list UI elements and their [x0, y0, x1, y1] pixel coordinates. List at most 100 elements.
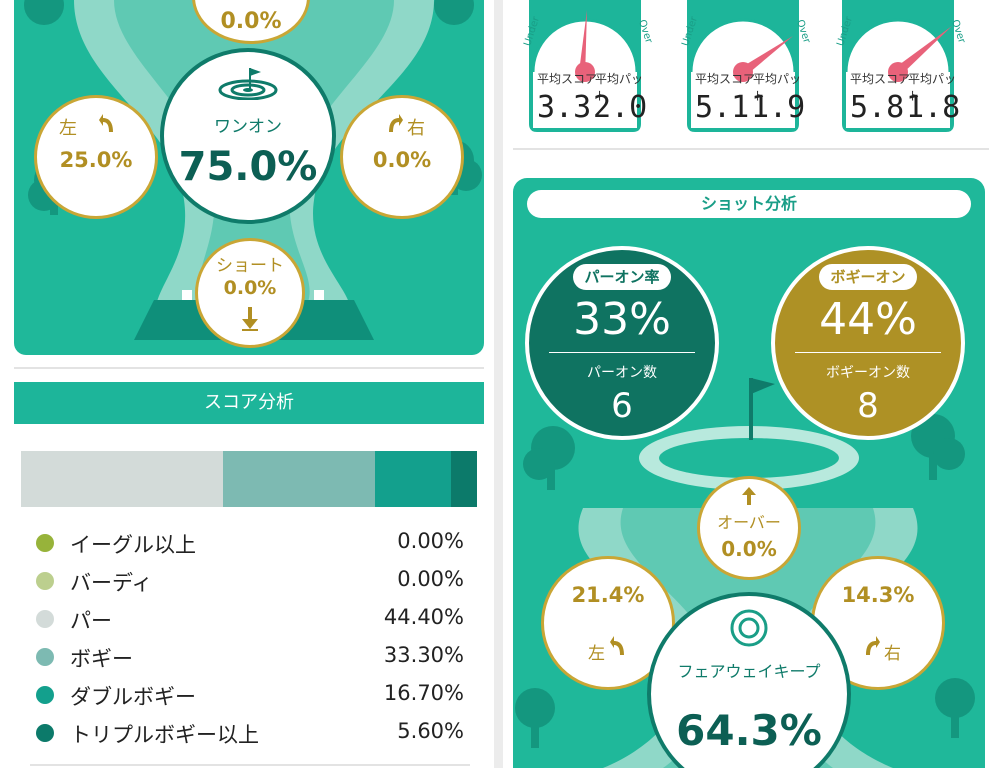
avg-putt-label: 平均パット: [595, 72, 644, 103]
legend-label: ダブルボギー: [70, 685, 196, 709]
avg-putt-value: 1.9: [751, 90, 806, 125]
left-arrow-icon: [99, 114, 113, 132]
par-on-circle: パーオン率 33% パーオン数 6: [525, 246, 719, 440]
one-on-label: ワンオン: [214, 117, 282, 137]
legend-dot: [36, 572, 54, 590]
legend-dot: [36, 648, 54, 666]
legend-value: 16.70%: [383, 681, 464, 705]
shot-left-arrow-icon: [610, 636, 624, 655]
shot-analysis-title: ショット分析: [700, 194, 797, 213]
bogey-on-rate: 44%: [819, 294, 917, 345]
score-gauge: Under Over 平均スコア 平均パット 3.3 2.0: [522, 0, 654, 134]
shot-right-label: 右: [884, 644, 901, 664]
bogey-on-label-pill: ボギーオン: [819, 264, 917, 290]
score-gauge: Under Over 平均スコア 平均パット 5.8 1.8: [835, 0, 967, 134]
over-circle: オーバー 0.0%: [697, 476, 801, 580]
avg-putt-value: 1.8: [906, 90, 961, 125]
avg-score-label: 平均スコア: [850, 72, 911, 86]
score-gauge: Under Over 平均スコア 平均パット 5.1 1.9: [680, 0, 812, 134]
one-on-card: 0.0% 左 25.0% 右 0.0% ワンオン 7: [14, 0, 484, 355]
short-label: ショート: [216, 256, 284, 276]
par-on-rule: [549, 352, 695, 353]
bogey-on-rule: [795, 352, 941, 353]
fairway-target-icon: [730, 609, 768, 647]
one-on-value: 75.0%: [178, 144, 318, 190]
legend-label: イーグル以上: [70, 533, 196, 557]
score-distribution-bar: [21, 451, 477, 507]
right-arrow-icon: [389, 114, 403, 132]
bogey-on-label: ボギーオン: [830, 268, 906, 286]
score-bar-segment: [223, 451, 376, 507]
legend-value: 44.40%: [383, 605, 464, 629]
score-bar-segment: [375, 451, 452, 507]
legend-row: ボギー 33.30%: [36, 641, 464, 671]
legend-value: 33.30%: [383, 643, 464, 667]
legend-value: 5.60%: [397, 719, 464, 743]
gauge-needle: [579, 10, 587, 78]
legend-value: 0.00%: [397, 529, 464, 553]
left-direction-circle: 左 25.0%: [34, 95, 158, 219]
par-on-rate: 33%: [573, 294, 671, 345]
legend-label: バーディ: [70, 571, 153, 595]
avg-score-label: 平均スコア: [537, 72, 598, 86]
avg-putt-value: 2.0: [593, 90, 648, 125]
par-on-count: 6: [611, 386, 633, 426]
shot-left-label: 左: [588, 644, 605, 664]
score-analysis-header: スコア分析: [14, 382, 484, 424]
score-bar-segment: [21, 451, 224, 507]
bogey-on-circle: ボギーオン 44% ボギーオン数 8: [771, 246, 965, 440]
legend-row: バーディ 0.00%: [36, 565, 464, 595]
avg-putt-label: 平均パット: [908, 72, 957, 103]
bottom-divider: [30, 764, 470, 766]
legend-value: 0.00%: [397, 567, 464, 591]
fairway-keep-value: 64.3%: [676, 706, 822, 755]
right-panel: Under Over 平均スコア 平均パット 3.3 2.0 Under Over 平均スコア平…: [503, 0, 997, 768]
down-arrow-icon: [242, 307, 258, 331]
up-arrow-icon: [742, 487, 756, 505]
shot-right-value: 14.3%: [841, 583, 915, 607]
legend-dot: [36, 686, 54, 704]
left-panel: 0.0% 左 25.0% 右 0.0% ワンオン 7: [0, 0, 494, 768]
par-on-label: パーオン率: [584, 268, 660, 286]
top-stat-value: 0.0%: [220, 9, 282, 34]
avg-score-value: 3.3: [537, 90, 592, 125]
shot-right-arrow-icon: [866, 636, 880, 655]
shot-analysis-title-pill: ショット分析: [527, 190, 971, 218]
shot-left-value: 21.4%: [571, 583, 645, 607]
short-value: 0.0%: [223, 277, 277, 299]
legend-dot: [36, 724, 54, 742]
shot-analysis-card: ショット分析 パーオン率 33% パーオン数 6 ボギーオン 44% ボギーオン…: [513, 178, 985, 768]
gauge-divider: [513, 148, 989, 150]
avg-putt-label: 平均パット: [753, 72, 802, 103]
legend-dot: [36, 610, 54, 628]
avg-score-value: 5.1: [695, 90, 750, 125]
legend-dot: [36, 534, 54, 552]
legend-label: トリプルボギー以上: [70, 723, 259, 747]
legend-row: トリプルボギー以上 5.60%: [36, 717, 464, 747]
right-direction-label: 右: [407, 118, 425, 139]
legend-row: イーグル以上 0.00%: [36, 527, 464, 557]
gauge-dial: [842, 0, 954, 132]
target-icon: [218, 68, 278, 100]
left-direction-value: 25.0%: [59, 148, 133, 172]
panel-divider: [494, 0, 503, 768]
over-label: オーバー: [717, 513, 781, 532]
right-direction-circle: 右 0.0%: [340, 95, 464, 219]
legend-label: パー: [70, 609, 112, 633]
score-bar-segment: [451, 451, 477, 507]
over-value: 0.0%: [721, 537, 777, 561]
score-analysis-title: スコア分析: [204, 392, 294, 413]
gauge-needle: [892, 26, 952, 78]
avg-score-label: 平均スコア: [695, 72, 756, 86]
left-direction-label: 左: [59, 118, 77, 139]
gauge-dial: [687, 0, 799, 132]
bogey-on-count-label: ボギーオン数: [826, 365, 910, 381]
fairway-keep-circle: フェアウェイキープ 64.3%: [647, 592, 851, 768]
section-divider: [14, 367, 484, 369]
legend-row: パー 44.40%: [36, 603, 464, 633]
fairway-keep-label: フェアウェイキープ: [677, 662, 821, 681]
par-on-count-label: パーオン数: [587, 365, 657, 381]
one-on-circle: ワンオン 75.0%: [160, 48, 336, 224]
legend-label: ボギー: [70, 647, 133, 671]
par-on-label-pill: パーオン率: [573, 264, 671, 290]
